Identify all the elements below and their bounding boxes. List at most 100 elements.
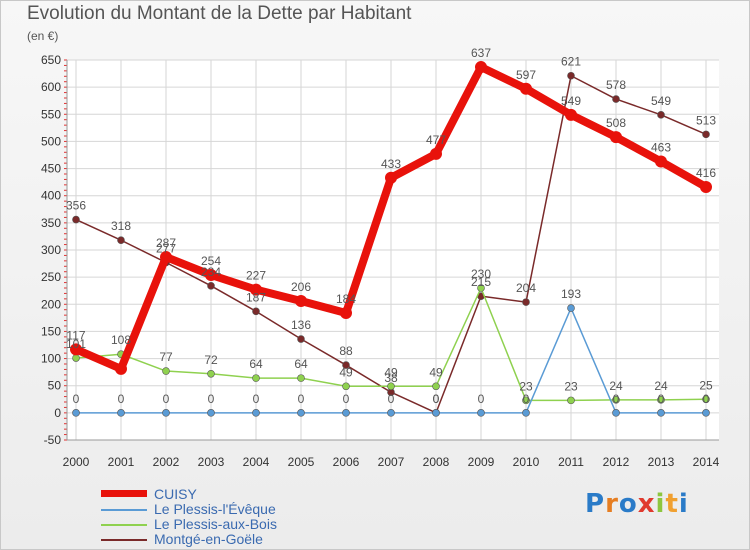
data-label: 463 xyxy=(651,141,671,155)
data-label: 356 xyxy=(66,199,86,213)
data-label: 477 xyxy=(426,133,446,147)
x-tick-label: 2013 xyxy=(648,455,675,469)
data-label: 0 xyxy=(253,392,260,406)
data-point xyxy=(475,61,487,74)
data-label: 204 xyxy=(516,281,536,295)
data-label: 23 xyxy=(564,379,578,393)
data-label: 0 xyxy=(343,392,350,406)
data-point xyxy=(387,382,395,391)
data-point xyxy=(385,171,397,184)
x-tick-label: 2000 xyxy=(63,455,90,469)
data-label: 0 xyxy=(433,392,440,406)
data-label: 49 xyxy=(384,365,398,379)
data-label: 234 xyxy=(201,265,221,279)
data-label: 637 xyxy=(471,46,491,60)
x-tick-label: 2007 xyxy=(378,455,405,469)
data-point xyxy=(522,298,530,306)
x-tick-label: 2014 xyxy=(693,455,720,469)
data-point xyxy=(657,409,665,417)
data-point xyxy=(342,382,350,391)
data-point xyxy=(250,283,262,296)
data-label: 227 xyxy=(246,269,266,283)
data-label: 513 xyxy=(696,113,716,127)
data-point xyxy=(520,82,532,95)
y-tick-label: 500 xyxy=(41,134,61,148)
y-tick-label: 300 xyxy=(41,243,61,257)
x-tick-label: 2003 xyxy=(198,455,225,469)
brand-letter: r xyxy=(605,489,619,519)
data-point xyxy=(657,396,665,404)
y-tick-label: 50 xyxy=(48,379,62,393)
y-tick-label: 350 xyxy=(41,216,61,230)
brand-letter: o xyxy=(618,489,638,519)
data-point xyxy=(72,409,80,417)
data-label: 24 xyxy=(609,379,623,393)
data-point xyxy=(567,304,575,312)
data-point xyxy=(207,369,215,378)
y-tick-label: 600 xyxy=(41,80,61,94)
data-point xyxy=(700,181,712,194)
data-label: 597 xyxy=(516,68,536,82)
data-point xyxy=(72,354,80,362)
data-point xyxy=(207,409,215,417)
data-label: 25 xyxy=(699,378,713,392)
data-label: 38 xyxy=(384,371,398,385)
data-point xyxy=(297,409,305,417)
data-point xyxy=(657,111,665,119)
data-label: 0 xyxy=(388,392,395,406)
data-point xyxy=(430,147,442,160)
legend-label: CUISY xyxy=(154,486,197,502)
x-tick-label: 2005 xyxy=(288,455,315,469)
brand-letter: x xyxy=(637,489,656,519)
data-label: 578 xyxy=(606,78,626,92)
x-tick-label: 2012 xyxy=(603,455,630,469)
data-point xyxy=(522,409,530,417)
data-point xyxy=(610,131,622,144)
data-label: 108 xyxy=(111,333,131,347)
data-label: 77 xyxy=(159,350,173,364)
data-point xyxy=(477,409,485,417)
y-tick-label: 150 xyxy=(41,324,61,338)
data-label: 0 xyxy=(298,392,305,406)
data-label: 254 xyxy=(201,254,221,268)
brand-letter: P xyxy=(585,489,606,519)
legend-swatch xyxy=(101,490,147,497)
y-tick-label: 450 xyxy=(41,162,61,176)
data-label: 187 xyxy=(246,290,266,304)
data-point xyxy=(342,409,350,417)
legend-label: Le Plessis-aux-Bois xyxy=(154,516,277,532)
data-label: 287 xyxy=(156,236,176,250)
data-point xyxy=(72,215,80,224)
data-point xyxy=(567,396,575,405)
data-point xyxy=(297,335,305,343)
data-label: 215 xyxy=(471,275,491,289)
data-label: 318 xyxy=(111,219,131,233)
data-point xyxy=(297,374,305,382)
data-point xyxy=(70,343,82,356)
data-point xyxy=(567,71,575,80)
data-point xyxy=(115,362,127,375)
legend-swatch xyxy=(101,509,147,511)
y-tick-label: 250 xyxy=(41,270,61,284)
data-label: 621 xyxy=(561,55,581,69)
data-label: 0 xyxy=(703,392,710,406)
y-tick-label: 650 xyxy=(41,53,61,67)
data-label: 64 xyxy=(294,357,308,371)
data-point xyxy=(612,409,620,417)
data-point xyxy=(252,307,260,316)
data-point xyxy=(565,108,577,121)
data-label: 0 xyxy=(163,392,170,406)
data-label: 0 xyxy=(118,392,125,406)
legend-swatch xyxy=(101,539,147,541)
data-point xyxy=(342,361,350,369)
y-tick-label: 550 xyxy=(41,107,61,121)
data-label: 184 xyxy=(336,292,356,306)
data-label: 0 xyxy=(73,392,80,406)
x-tick-label: 2002 xyxy=(153,455,180,469)
data-point xyxy=(477,284,485,292)
data-label: 416 xyxy=(696,166,716,180)
y-tick-label: 100 xyxy=(41,352,61,366)
data-label: 549 xyxy=(561,94,581,108)
data-point xyxy=(160,251,172,264)
